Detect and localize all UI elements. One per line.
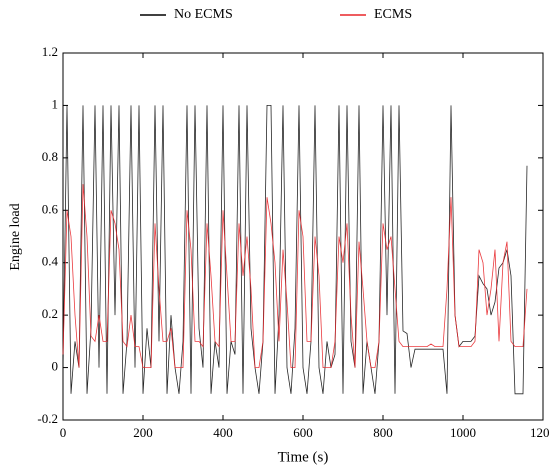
y-tick-label: -0.2 [37,411,58,426]
y-tick-label: 0.2 [42,306,58,321]
legend-label: ECMS [374,7,412,22]
y-axis-label: Engine load [8,203,23,270]
x-axis-label: Time (s) [278,449,329,465]
data-line [62,184,528,368]
y-tick-label: 0 [52,359,59,374]
x-tick-label: 0 [60,425,67,440]
y-tick-label: 0.6 [42,201,59,216]
y-tick-label: 0.4 [42,254,59,269]
data-line [62,105,528,395]
x-tick-label: 1000 [450,425,476,440]
x-tick-label: 1200 [530,425,550,440]
legend-label: No ECMS [174,7,233,22]
y-tick-label: 1.2 [42,44,58,59]
y-tick-label: 1 [52,96,59,111]
x-tick-label: 600 [293,425,313,440]
x-tick-label: 400 [213,425,233,440]
x-tick-label: 200 [133,425,153,440]
x-tick-label: 800 [373,425,393,440]
y-tick-label: 0.8 [42,149,58,164]
